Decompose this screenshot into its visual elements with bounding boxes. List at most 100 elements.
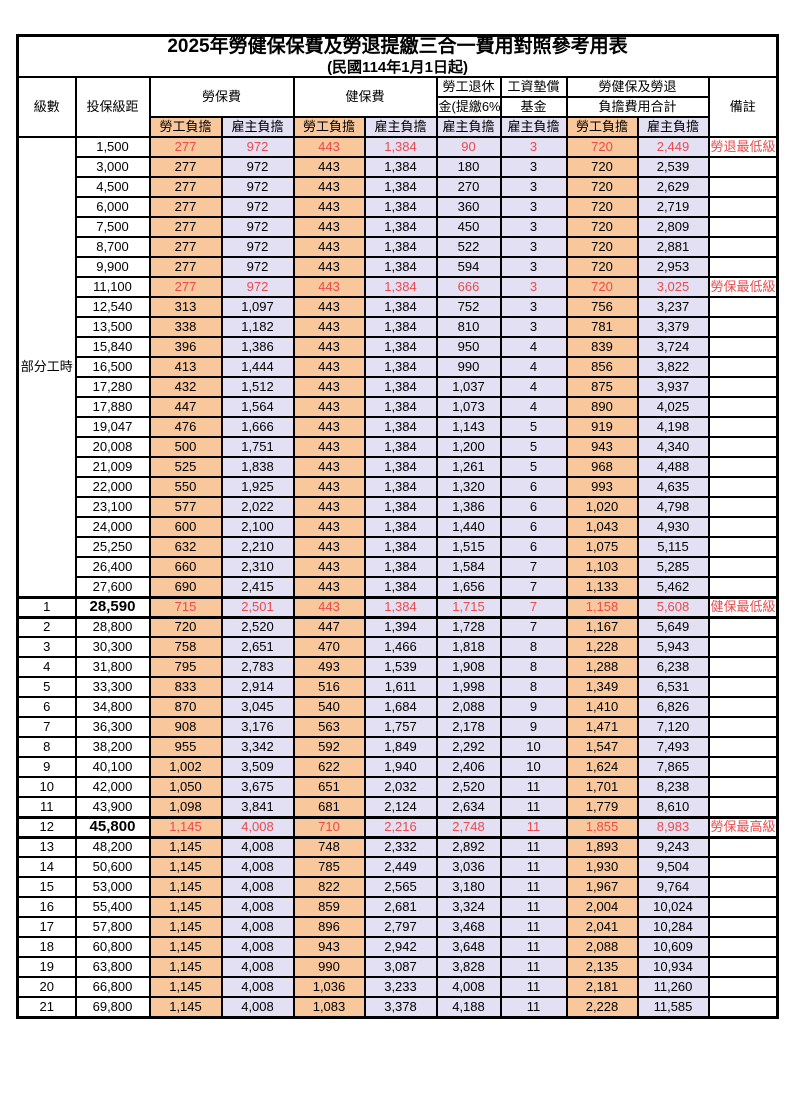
cell-value: 1,849: [363, 736, 438, 759]
cell-value: 7: [499, 595, 568, 619]
table-row: 13 48,200 1,145 4,008 748 2,332 2,892 11 1,893 9,…: [16, 835, 779, 859]
cell-value: 11: [499, 856, 568, 879]
cell-value: 710: [292, 815, 366, 839]
cell-value: 443: [292, 376, 366, 399]
cell-value: 1,386: [220, 336, 295, 359]
cell-value: 651: [292, 776, 366, 799]
cell-value: 2,415: [220, 576, 295, 599]
cell-remark: [707, 356, 779, 379]
cell-bracket: 34,800: [74, 696, 151, 719]
cell-value: 3,180: [435, 876, 502, 899]
cell-value: 720: [565, 156, 639, 179]
table-row: 9 40,100 1,002 3,509 622 1,940 2,406 10 1,624 7,8…: [16, 756, 779, 779]
cell-bracket: 40,100: [74, 756, 151, 779]
cell-level: 9: [16, 756, 77, 779]
cell-bracket: 48,200: [74, 835, 151, 859]
cell-remark: [707, 496, 779, 519]
cell-value: 4,198: [636, 416, 710, 439]
cell-value: 443: [292, 176, 366, 199]
cell-value: 919: [565, 416, 639, 439]
cell-remark: [707, 396, 779, 419]
table-row: 10 42,000 1,050 3,675 651 2,032 2,520 11 1,701 8,…: [16, 776, 779, 799]
cell-value: 1,200: [435, 436, 502, 459]
cell-value: 5,285: [636, 556, 710, 579]
cell-remark: [707, 615, 779, 639]
cell-value: 720: [565, 196, 639, 219]
cell-value: 1,145: [148, 976, 223, 999]
table-row: 7,500 277 972 443 1,384 450 3 720 2,809: [18, 216, 779, 239]
cell-value: 1,384: [363, 516, 438, 539]
cell-value: 4: [499, 376, 568, 399]
cell-value: 5: [499, 436, 568, 459]
cell-value: 839: [565, 336, 639, 359]
cell-value: 1,384: [363, 536, 438, 559]
cell-value: 4,008: [220, 835, 295, 859]
cell-value: 3,675: [220, 776, 295, 799]
cell-value: 681: [292, 796, 366, 819]
table-row: 1 28,590 715 2,501 443 1,384 1,715 7 1,158 5,608 健…: [16, 595, 779, 619]
cell-value: 3: [499, 276, 568, 299]
cell-value: 5,649: [636, 615, 710, 639]
cell-value: 1,384: [363, 396, 438, 419]
cell-value: 1,547: [565, 736, 639, 759]
cell-bracket: 55,400: [74, 896, 151, 919]
cell-remark: [707, 636, 779, 659]
cell-value: 2,881: [636, 236, 710, 259]
cell-remark: [707, 916, 779, 939]
table-row: 27,600 690 2,415 443 1,384 1,656 7 1,133 5,462: [18, 576, 779, 599]
cell-value: 4,188: [435, 996, 502, 1019]
cell-value: 1,158: [565, 595, 639, 619]
cell-value: 720: [148, 615, 223, 639]
cell-value: 8: [499, 656, 568, 679]
cell-value: 896: [292, 916, 366, 939]
cell-value: 3,342: [220, 736, 295, 759]
cell-bracket: 28,590: [74, 595, 151, 619]
cell-value: 2,892: [435, 835, 502, 859]
cell-value: 972: [220, 216, 295, 239]
cell-level: 7: [16, 716, 77, 739]
cell-remark: [707, 176, 779, 199]
cell-value: 632: [148, 536, 223, 559]
table-row: 6 34,800 870 3,045 540 1,684 2,088 9 1,410 6,826: [16, 696, 779, 719]
cell-remark: [707, 796, 779, 819]
cell-remark: [707, 316, 779, 339]
cell-value: 2,210: [220, 536, 295, 559]
cell-value: 1,564: [220, 396, 295, 419]
subheader-employer-share: 雇主負擔: [220, 116, 295, 139]
table-row: 25,250 632 2,210 443 1,384 1,515 6 1,075 5,115: [18, 536, 779, 559]
cell-value: 943: [565, 436, 639, 459]
premium-reference-table: 2025年勞健保保費及勞退提繳三合一費用對照參考用表 (民國114年1月1日起) 級…: [16, 34, 780, 1019]
cell-value: 11: [499, 835, 568, 859]
cell-value: 3,937: [636, 376, 710, 399]
cell-value: 720: [565, 236, 639, 259]
cell-value: 3,724: [636, 336, 710, 359]
cell-bracket: 38,200: [74, 736, 151, 759]
cell-value: 856: [565, 356, 639, 379]
cell-value: 2,539: [636, 156, 710, 179]
cell-value: 2,216: [363, 815, 438, 839]
cell-value: 1,145: [148, 996, 223, 1019]
cell-value: 1,228: [565, 636, 639, 659]
cell-bracket: 11,100: [74, 276, 151, 299]
cell-remark: [707, 576, 779, 599]
cell-value: 443: [292, 536, 366, 559]
header-labor-insurance: 勞保費: [148, 76, 295, 119]
cell-remark: [707, 296, 779, 319]
cell-value: 8,238: [636, 776, 710, 799]
cell-level: 15: [16, 876, 77, 899]
table-row: 19,047 476 1,666 443 1,384 1,143 5 919 4,198: [18, 416, 779, 439]
cell-value: 4,008: [220, 896, 295, 919]
cell-value: 11: [499, 956, 568, 979]
cell-value: 3: [499, 256, 568, 279]
cell-value: 4,008: [220, 956, 295, 979]
subheader-employer-share: 雇主負擔: [363, 116, 438, 139]
cell-value: 1,020: [565, 496, 639, 519]
table-row: 5 33,300 833 2,914 516 1,611 1,998 8 1,349 6,531: [16, 676, 779, 699]
cell-value: 3: [499, 236, 568, 259]
cell-bracket: 36,300: [74, 716, 151, 739]
cell-value: 2,953: [636, 256, 710, 279]
cell-value: 781: [565, 316, 639, 339]
cell-remark: [707, 876, 779, 899]
cell-bracket: 28,800: [74, 615, 151, 639]
table-row: 22,000 550 1,925 443 1,384 1,320 6 993 4,635: [18, 476, 779, 499]
